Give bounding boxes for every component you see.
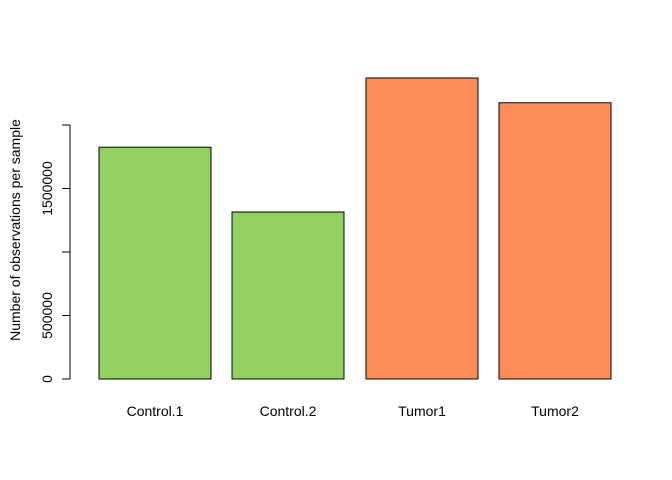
y-axis-title: Number of observations per sample bbox=[7, 119, 23, 341]
bar-control-2 bbox=[231, 211, 345, 380]
category-label: Tumor2 bbox=[531, 403, 579, 419]
category-label: Control.2 bbox=[260, 403, 317, 419]
category-label: Control.1 bbox=[127, 403, 184, 419]
bar-tumor2 bbox=[498, 102, 612, 380]
y-tick-label: 1500000 bbox=[39, 161, 55, 216]
y-tick-label: 500000 bbox=[39, 292, 55, 339]
bar-tumor1 bbox=[365, 77, 479, 380]
y-tick-label: 0 bbox=[39, 375, 55, 383]
bars bbox=[98, 77, 612, 380]
y-axis: 0 500000 1500000 bbox=[39, 124, 71, 383]
category-labels: Control.1 Control.2 Tumor1 Tumor2 bbox=[127, 403, 579, 419]
bar-control-1 bbox=[98, 146, 212, 380]
category-label: Tumor1 bbox=[398, 403, 446, 419]
